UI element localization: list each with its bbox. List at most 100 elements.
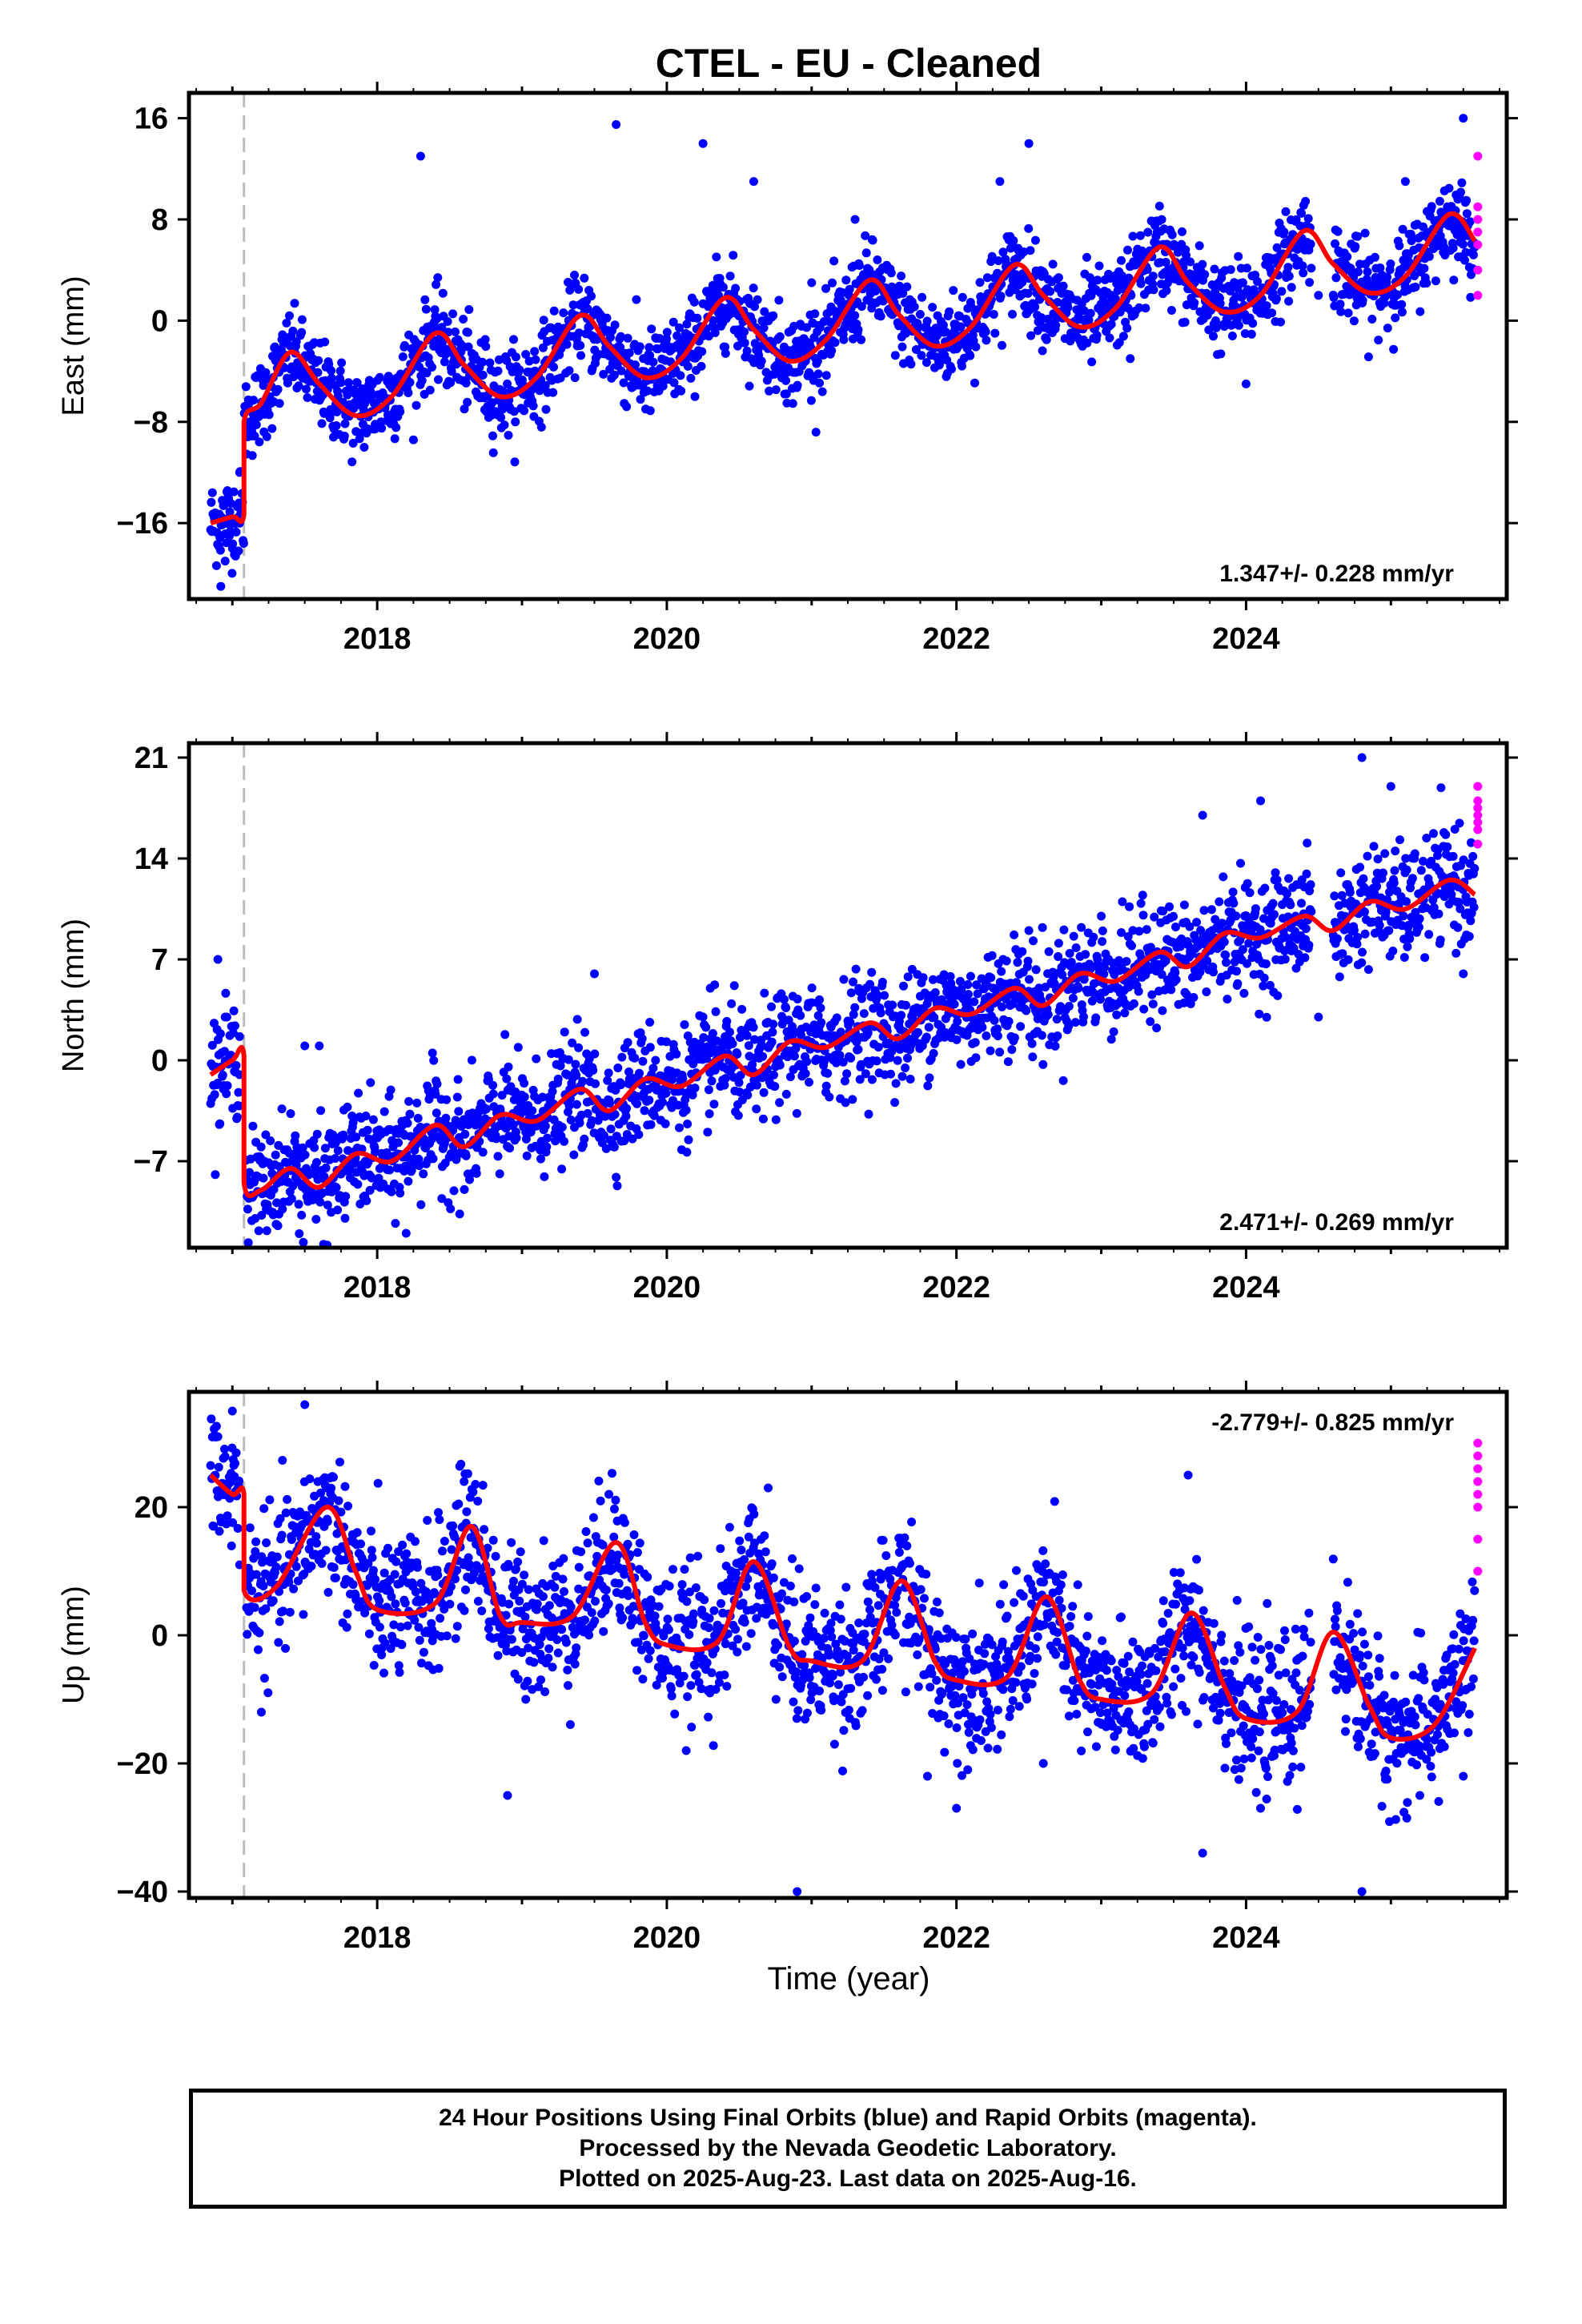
final-orbit-point bbox=[459, 315, 468, 324]
final-orbit-point bbox=[1453, 923, 1463, 932]
final-orbit-point bbox=[320, 337, 330, 347]
final-orbit-point bbox=[697, 361, 706, 371]
final-orbit-point bbox=[616, 332, 625, 341]
final-orbit-point bbox=[536, 422, 546, 432]
final-orbit-point bbox=[1179, 900, 1189, 910]
final-orbit-point bbox=[1126, 354, 1135, 364]
final-orbit-point bbox=[867, 967, 877, 977]
final-orbit-point bbox=[535, 386, 544, 396]
final-orbit-point bbox=[300, 1150, 310, 1160]
final-orbit-point bbox=[836, 1027, 845, 1037]
final-orbit-point bbox=[452, 1622, 462, 1631]
final-orbit-point bbox=[846, 988, 856, 998]
final-orbit-point bbox=[488, 1089, 498, 1099]
final-orbit-point bbox=[616, 366, 626, 376]
final-orbit-point bbox=[752, 1080, 761, 1090]
final-orbit-point bbox=[1379, 299, 1389, 308]
final-orbit-point bbox=[1358, 947, 1367, 957]
final-orbit-point bbox=[451, 1574, 460, 1584]
final-orbit-point bbox=[394, 1661, 404, 1671]
final-orbit-point bbox=[348, 1580, 358, 1590]
final-orbit-point bbox=[509, 407, 519, 416]
x-tick-label: 2020 bbox=[633, 622, 701, 656]
final-orbit-point bbox=[1185, 922, 1195, 931]
final-orbit-point bbox=[289, 1584, 299, 1594]
final-orbit-point bbox=[493, 1152, 503, 1161]
final-orbit-point bbox=[690, 1084, 700, 1093]
final-orbit-point bbox=[771, 1115, 781, 1124]
final-orbit-point bbox=[437, 323, 447, 332]
final-orbit-point bbox=[1370, 252, 1379, 262]
final-orbit-point bbox=[610, 320, 620, 330]
final-orbit-point bbox=[767, 1037, 777, 1047]
final-orbit-point bbox=[677, 386, 686, 396]
final-orbit-point bbox=[576, 340, 585, 350]
final-orbit-point bbox=[334, 1496, 343, 1506]
final-orbit-point bbox=[813, 1011, 823, 1020]
final-orbit-point bbox=[500, 420, 509, 430]
final-orbit-point bbox=[1134, 927, 1144, 936]
final-orbit-point bbox=[1297, 208, 1306, 218]
final-orbit-point bbox=[1238, 945, 1247, 955]
final-orbit-point bbox=[1148, 271, 1158, 281]
final-orbit-point bbox=[1054, 952, 1063, 961]
final-orbit-point bbox=[353, 1180, 363, 1189]
final-orbit-point bbox=[221, 988, 231, 998]
final-orbit-point bbox=[998, 1002, 1006, 1011]
final-orbit-point bbox=[634, 1130, 644, 1140]
final-orbit-point bbox=[583, 1108, 592, 1118]
final-orbit-point bbox=[1028, 1052, 1038, 1062]
final-orbit-point bbox=[383, 1543, 392, 1553]
final-orbit-point bbox=[1244, 939, 1254, 948]
final-orbit-point bbox=[1190, 298, 1199, 308]
final-orbit-point bbox=[1419, 856, 1427, 866]
final-orbit-point bbox=[1271, 868, 1280, 878]
final-orbit-point bbox=[451, 1116, 460, 1125]
final-orbit-point bbox=[305, 1474, 315, 1484]
final-orbit-point bbox=[574, 328, 584, 338]
final-orbit-point bbox=[1158, 907, 1168, 916]
final-orbit-point bbox=[542, 1142, 552, 1152]
final-orbit-point bbox=[1118, 897, 1127, 907]
final-orbit-point bbox=[829, 256, 839, 266]
final-orbit-point bbox=[1281, 932, 1291, 942]
final-orbit-point bbox=[1142, 925, 1151, 935]
final-orbit-point bbox=[540, 1172, 549, 1181]
final-orbit-point bbox=[440, 357, 449, 367]
final-orbit-point bbox=[531, 355, 540, 364]
final-orbit-outliers bbox=[213, 753, 1468, 1238]
final-orbit-point bbox=[1466, 292, 1476, 302]
final-orbit-point bbox=[1458, 239, 1468, 249]
final-orbit-point bbox=[267, 424, 277, 433]
final-orbit-point bbox=[1038, 923, 1047, 932]
final-orbit-point bbox=[485, 358, 495, 368]
final-orbit-point bbox=[1397, 300, 1407, 309]
final-orbit-point bbox=[243, 1204, 252, 1214]
final-orbit-point bbox=[478, 1148, 488, 1157]
final-orbit-point bbox=[1434, 909, 1443, 919]
final-orbit-point bbox=[770, 1082, 780, 1092]
final-orbit-point bbox=[396, 407, 405, 416]
final-orbit-point bbox=[1459, 855, 1468, 865]
final-orbit-point bbox=[897, 342, 907, 352]
rapid-orbit-point bbox=[1473, 202, 1483, 211]
final-orbit-point bbox=[1227, 332, 1237, 340]
final-orbit-point bbox=[1268, 899, 1278, 908]
final-orbit-point bbox=[298, 1143, 307, 1152]
final-orbit-point bbox=[1441, 830, 1451, 839]
final-orbit-point bbox=[901, 1000, 910, 1010]
figure-title: CTEL - EU - Cleaned bbox=[656, 41, 1042, 86]
y-tick-label: 7 bbox=[151, 943, 168, 977]
final-orbit-point bbox=[464, 305, 474, 314]
final-orbit-point bbox=[1359, 907, 1369, 917]
final-orbit-point bbox=[1256, 796, 1266, 806]
final-orbit-point bbox=[391, 1219, 400, 1228]
final-orbit-point bbox=[295, 1229, 304, 1238]
final-orbit-point bbox=[903, 1053, 912, 1063]
final-orbit-point bbox=[559, 308, 568, 318]
final-orbit-point bbox=[661, 1088, 671, 1098]
final-orbit-point bbox=[1192, 918, 1202, 927]
final-orbit-point bbox=[865, 979, 874, 989]
final-orbit-point bbox=[206, 1461, 215, 1470]
final-orbit-point bbox=[362, 1196, 371, 1205]
